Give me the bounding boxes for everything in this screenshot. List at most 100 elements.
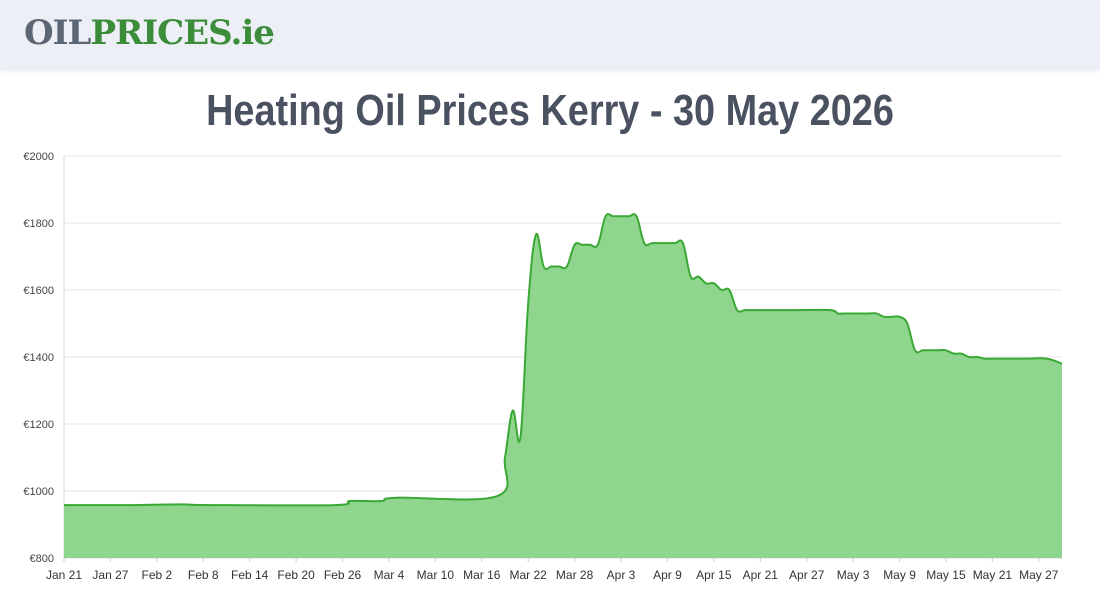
y-tick-label: €1600	[23, 285, 54, 297]
price-point	[735, 308, 739, 312]
price-point	[867, 311, 871, 315]
x-tick-label: Mar 10	[417, 568, 455, 582]
price-point	[959, 352, 963, 356]
y-tick-label: €1200	[23, 419, 54, 431]
price-point	[704, 281, 708, 285]
site-logo[interactable]: OILPRICES.ie	[24, 13, 275, 53]
price-point	[998, 357, 1002, 361]
price-point	[905, 322, 909, 326]
price-line	[63, 213, 1063, 507]
price-point	[379, 499, 383, 503]
price-point	[1045, 357, 1049, 361]
price-point	[62, 503, 66, 507]
price-point	[952, 352, 956, 356]
price-point	[619, 214, 623, 218]
y-tick-label: €1000	[23, 486, 54, 498]
price-point	[495, 494, 499, 498]
price-point	[518, 435, 522, 439]
price-point	[983, 357, 987, 361]
price-point	[209, 503, 213, 507]
x-tick-label: Jan 21	[46, 568, 82, 582]
price-point	[650, 241, 654, 245]
price-point	[967, 355, 971, 359]
price-point	[665, 241, 669, 245]
x-tick-label: Apr 3	[607, 568, 636, 582]
price-point	[975, 355, 979, 359]
price-point	[580, 243, 584, 247]
price-point	[635, 214, 639, 218]
x-tick-label: May 9	[883, 568, 916, 582]
price-point	[766, 308, 770, 312]
logo-ie-text: .ie	[230, 13, 274, 53]
price-point	[333, 503, 337, 507]
price-point	[696, 275, 700, 279]
price-point	[913, 348, 917, 352]
price-point	[503, 456, 507, 460]
x-tick-label: Apr 15	[696, 568, 732, 582]
price-point	[542, 265, 546, 269]
price-area-fill	[64, 214, 1062, 558]
x-tick-label: Mar 16	[463, 568, 501, 582]
price-point	[727, 288, 731, 292]
price-point	[526, 301, 530, 305]
x-tick-label: Mar 22	[510, 568, 548, 582]
price-point	[557, 265, 561, 269]
x-tick-label: Feb 8	[188, 568, 219, 582]
y-tick-label: €1400	[23, 352, 54, 364]
price-point	[882, 315, 886, 319]
x-tick-label: May 27	[1019, 568, 1059, 582]
x-tick-label: Feb 26	[324, 568, 362, 582]
x-tick-label: Jan 27	[92, 568, 128, 582]
price-point	[874, 311, 878, 315]
price-point	[611, 214, 615, 218]
x-tick-label: Apr 9	[653, 568, 682, 582]
price-point	[673, 241, 677, 245]
price-point	[828, 308, 832, 312]
price-point	[549, 265, 553, 269]
price-point	[681, 241, 685, 245]
price-point	[511, 409, 515, 413]
price-point	[627, 214, 631, 218]
price-point	[178, 502, 182, 506]
price-point	[642, 241, 646, 245]
price-point	[936, 348, 940, 352]
x-tick-label: Feb 14	[231, 568, 269, 582]
price-point	[348, 499, 352, 503]
x-tick-label: Feb 2	[141, 568, 172, 582]
price-point	[534, 233, 538, 237]
price-point	[395, 496, 399, 500]
price-point	[898, 315, 902, 319]
price-point	[658, 241, 662, 245]
price-point	[944, 348, 948, 352]
x-tick-label: May 21	[973, 568, 1013, 582]
price-point	[758, 308, 762, 312]
price-point	[720, 288, 724, 292]
price-point	[565, 265, 569, 269]
price-point	[596, 243, 600, 247]
logo-prices-text: PRICES	[90, 13, 231, 53]
price-point	[132, 503, 136, 507]
x-tick-label: Apr 21	[743, 568, 779, 582]
price-point	[921, 348, 925, 352]
price-point	[689, 275, 693, 279]
price-point	[604, 214, 608, 218]
site-header: OILPRICES.ie	[0, 0, 1100, 70]
x-tick-label: Apr 27	[789, 568, 825, 582]
price-point	[1021, 357, 1025, 361]
y-tick-label: €800	[30, 553, 54, 565]
price-point	[1060, 362, 1064, 366]
price-point	[843, 311, 847, 315]
price-point	[588, 243, 592, 247]
price-point	[573, 243, 577, 247]
price-point	[743, 308, 747, 312]
x-tick-label: Feb 20	[277, 568, 315, 582]
x-tick-label: May 15	[926, 568, 966, 582]
price-point	[928, 348, 932, 352]
page-title: Heating Oil Prices Kerry - 30 May 2026	[206, 86, 894, 135]
logo-oil-text: OIL	[24, 13, 91, 53]
price-point	[789, 308, 793, 312]
y-tick-label: €1800	[23, 218, 54, 230]
x-tick-label: May 3	[837, 568, 870, 582]
